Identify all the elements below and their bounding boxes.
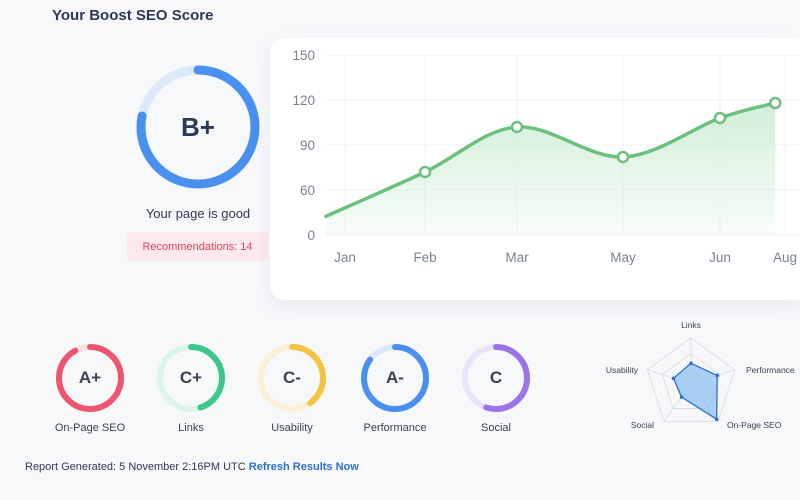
grade-ring-arc xyxy=(56,344,124,412)
report-generated-text: Report Generated: 5 November 2:16PM UTC xyxy=(25,461,246,473)
grade-letter: A+ xyxy=(78,368,102,387)
y-tick-label: 120 xyxy=(292,93,315,108)
radar-axis-label: Performance xyxy=(746,365,795,375)
chart-data-point[interactable] xyxy=(713,111,727,125)
grade-ring-arc xyxy=(361,344,429,412)
x-tick-label: May xyxy=(610,250,636,265)
grade-card-links[interactable]: C+ Links xyxy=(131,342,251,442)
grade-letter: C+ xyxy=(179,368,203,387)
radar-point xyxy=(714,417,719,422)
grade-card-performance[interactable]: A- Performance xyxy=(335,342,455,442)
recommendations-label: Recommendations: 14 xyxy=(142,240,253,253)
page-title: Your Boost SEO Score xyxy=(52,7,214,24)
grade-ring xyxy=(258,344,326,412)
status-text: Your page is good xyxy=(145,206,251,221)
grade-card-usability[interactable]: C- Usability xyxy=(232,342,352,442)
grade-card-social[interactable]: C Social xyxy=(436,342,556,442)
grade-ring xyxy=(462,344,530,412)
grade-card-onpage[interactable]: A+ On-Page SEO xyxy=(30,342,150,442)
chart-data-point[interactable] xyxy=(510,120,524,134)
radar-grid-ring xyxy=(661,353,721,409)
grade-letter: A- xyxy=(386,368,404,387)
recommendations-badge[interactable]: Recommendations: 14 xyxy=(127,232,268,261)
grade-label: Performance xyxy=(363,422,427,434)
grade-label: Social xyxy=(481,422,511,434)
grade-label: On-Page SEO xyxy=(54,422,126,434)
radar-axis-label: Usability xyxy=(606,365,639,375)
grade-letter: C xyxy=(489,368,503,387)
refresh-results-link[interactable]: Refresh Results Now xyxy=(248,461,359,473)
radar-grid-ring xyxy=(646,337,736,422)
y-tick-label: 150 xyxy=(292,48,315,63)
grade-letter: C- xyxy=(283,368,301,387)
x-tick-label: Jun xyxy=(709,250,731,265)
chart-data-point[interactable] xyxy=(769,96,782,110)
chart-data-point[interactable] xyxy=(616,150,630,164)
grade-ring xyxy=(157,344,225,412)
radar-axis-label: Social xyxy=(631,420,654,430)
radar-point xyxy=(715,373,720,378)
radar-axis-label: On-Page SEO xyxy=(727,420,782,430)
grade-ring-arc xyxy=(157,344,225,412)
y-tick-label: 0 xyxy=(307,228,315,243)
overall-score-ring: B+ xyxy=(134,63,262,191)
x-tick-label: Feb xyxy=(413,250,436,265)
report-footer: Report Generated: 5 November 2:16PM UTC … xyxy=(25,461,359,473)
radar-point xyxy=(679,395,684,399)
radar-axis-label: Links xyxy=(681,320,701,330)
trend-area-chart: 0 60 90 120 150 Jan Feb Mar May Jun Aug xyxy=(292,48,800,265)
grade-ring xyxy=(56,344,124,412)
chart-area-fill xyxy=(326,103,776,235)
y-tick-label: 90 xyxy=(300,138,315,153)
grade-label: Links xyxy=(178,422,204,434)
x-tick-label: Aug xyxy=(773,250,797,265)
grade-ring-arc xyxy=(462,344,530,412)
grade-label: Usability xyxy=(271,422,313,434)
grade-ring-arc xyxy=(258,344,326,412)
y-tick-label: 60 xyxy=(300,183,315,198)
chart-data-point[interactable] xyxy=(418,165,432,179)
overall-grade: B+ xyxy=(181,111,215,142)
overall-ring-arc xyxy=(136,65,260,189)
radar-point xyxy=(689,361,693,366)
x-tick-label: Mar xyxy=(505,250,529,265)
radar-value-area xyxy=(672,362,718,421)
category-radar-chart: Links Performance On-Page SEO Social Usabili… xyxy=(606,320,795,430)
radar-point xyxy=(671,376,676,381)
x-tick-label: Jan xyxy=(334,250,356,265)
grade-ring xyxy=(361,344,429,412)
